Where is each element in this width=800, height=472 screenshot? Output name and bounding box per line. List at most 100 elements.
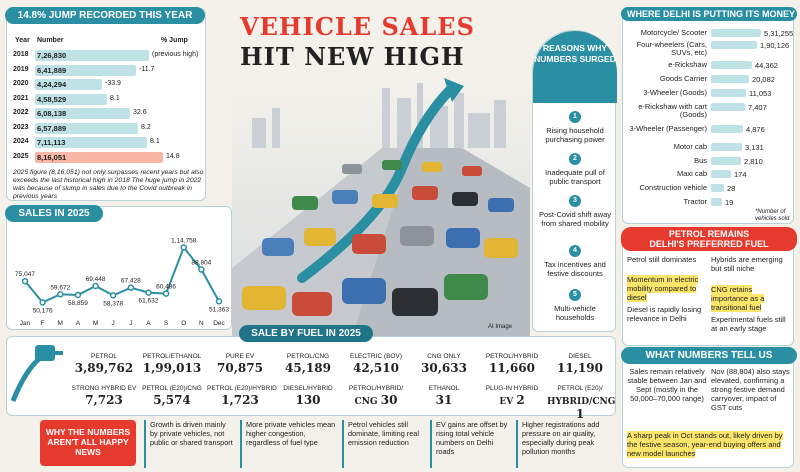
fuel-label: PLUG-IN HYBRID bbox=[485, 385, 539, 392]
reason-number: 1 bbox=[569, 111, 581, 123]
fuel-label: PETROL (E20)/ bbox=[557, 385, 603, 392]
fuel-value: 130 bbox=[295, 393, 321, 407]
sales-value-label: 67,428 bbox=[121, 278, 141, 285]
fuel-label: STRONG HYBRID EV bbox=[71, 385, 137, 392]
petrol-point: Hybrids are emerging but still niche bbox=[711, 255, 783, 273]
number-column-header: Number bbox=[37, 37, 64, 44]
fuel-cell: PETROL 3,89,762 bbox=[71, 353, 137, 375]
sales-series-line bbox=[24, 245, 220, 304]
petrol-point: Diesel is rapidly losing relevance in De… bbox=[627, 305, 702, 323]
vehicle-type-label: 3-Wheeler (Passenger) bbox=[629, 124, 707, 133]
vehicle-type-value: 7,407 bbox=[748, 103, 767, 112]
growth-arrow-head bbox=[444, 78, 464, 102]
vehicle-type-label: Tractor bbox=[683, 197, 707, 206]
fuel-cell: PLUG-IN HYBRID EV 2 bbox=[479, 385, 545, 407]
fuel-cell: DIESEL 11,190 bbox=[547, 353, 613, 375]
traffic-illustration bbox=[232, 78, 530, 336]
month-tick-label: N bbox=[199, 320, 204, 327]
vehicle-type-label: Motorcycle/ Scooter bbox=[640, 28, 707, 37]
vehicle-type-bar bbox=[711, 198, 722, 206]
fuel-cell: PETROL (E20)/ HYBRID/CNG 1 bbox=[547, 385, 616, 421]
vehicle-type-bar bbox=[711, 170, 731, 178]
reason-number: 5 bbox=[569, 289, 581, 301]
petrol-panel: PETROL REMAINS DELHI'S PREFERRED FUEL Pe… bbox=[621, 227, 797, 346]
year-bar bbox=[35, 79, 102, 90]
reason-text: Post-Covid shift away from shared mobili… bbox=[538, 210, 612, 228]
fuel-cell: PETROL/HYBRID 11,660 bbox=[479, 353, 545, 375]
sales-value-label: 61,632 bbox=[139, 298, 159, 305]
sales-point bbox=[145, 289, 152, 296]
sales-point bbox=[180, 244, 187, 251]
year-jump: 14.8 bbox=[166, 152, 180, 160]
vehicle-type-value: 28 bbox=[727, 184, 736, 193]
growth-arrow bbox=[297, 83, 457, 283]
fuel-label: PETROL/CNG bbox=[286, 353, 330, 360]
reason-text: Multi-vehicle households bbox=[554, 304, 596, 322]
year-row: 2020 4,24,294 -33.9 bbox=[13, 78, 203, 91]
vehicle-type-bar bbox=[711, 75, 749, 83]
year-jump: -11.7 bbox=[139, 65, 155, 73]
vehicle-type-bar bbox=[711, 29, 761, 37]
reasons-panel: REASONS WHY NUMBERS SURGED 1 Rising hous… bbox=[532, 30, 617, 332]
fuel-header: SALE BY FUEL IN 2025 bbox=[239, 325, 373, 342]
vehicle-type-value: 4,876 bbox=[746, 125, 765, 134]
fuel-nozzle-icon bbox=[10, 345, 63, 402]
sales-point bbox=[21, 277, 29, 285]
year-jump: (previous high) bbox=[152, 51, 199, 58]
yearly-jump-header: 14.8% JUMP RECORDED THIS YEAR bbox=[5, 7, 205, 24]
money-panel: WHERE DELHI IS PUTTING ITS MONEY Motorcy… bbox=[621, 7, 797, 224]
fuel-value: EV 2 bbox=[499, 393, 525, 407]
fuel-label: PETROL (E20)/HYBRID bbox=[207, 385, 277, 392]
vehicle-type-label: Bus bbox=[694, 156, 707, 165]
tell-bottom: A sharp peak in Oct stands out, likely d… bbox=[627, 431, 791, 458]
fuel-cell: PETROL/HYBRID/CNG 30 bbox=[343, 385, 409, 407]
month-tick-label: A bbox=[76, 320, 81, 327]
money-header: WHERE DELHI IS PUTTING ITS MONEY bbox=[621, 7, 797, 21]
petrol-header: PETROL REMAINS DELHI'S PREFERRED FUEL bbox=[621, 227, 797, 251]
petrol-highlight-text: Momentum in electric mobility compared t… bbox=[627, 275, 699, 302]
year-bar bbox=[35, 151, 163, 163]
fuel-label: PETROL/HYBRID/ bbox=[348, 385, 404, 392]
vehicle-type-label: Four-wheelers (Cars, SUVs, etc) bbox=[636, 40, 707, 57]
fuel-sublabel: CNG bbox=[354, 397, 381, 407]
petrol-point: Petrol still dominates bbox=[627, 255, 697, 264]
sales-point bbox=[39, 299, 46, 306]
year-label: 2021 bbox=[13, 94, 29, 102]
year-number: 6,41,889 bbox=[37, 65, 67, 75]
year-label: 2019 bbox=[13, 65, 29, 73]
vehicle-type-value: 174 bbox=[734, 170, 747, 179]
fuel-label: ETHANOL bbox=[428, 385, 460, 392]
month-tick-label: J bbox=[112, 320, 115, 327]
year-row: 2021 4,58,529 8.1 bbox=[13, 93, 203, 106]
sales-value-label: 50,176 bbox=[33, 307, 53, 314]
yearly-note: 2025 figure (8,16,051) not only surpasse… bbox=[13, 169, 204, 200]
sales-point bbox=[92, 282, 99, 290]
sales-point bbox=[74, 291, 82, 299]
fuel-label: CNG ONLY bbox=[427, 353, 461, 360]
cars-group bbox=[242, 160, 518, 316]
year-bar bbox=[35, 64, 136, 76]
sales-value-label: 59,672 bbox=[50, 284, 70, 291]
sales-point bbox=[215, 298, 223, 305]
year-number: 6,57,889 bbox=[37, 123, 67, 133]
vehicle-type-label: Construction vehicle bbox=[639, 183, 707, 192]
reason-number: 3 bbox=[569, 195, 581, 207]
sales-value-label: 1,14,758 bbox=[171, 237, 197, 244]
vehicle-type-value: 5,31,255 bbox=[764, 29, 794, 38]
year-row: 2018 7,26,830 (previous high) bbox=[13, 49, 203, 62]
tell-panel: WHAT NUMBERS TELL US Sales remain relati… bbox=[621, 347, 797, 468]
year-number: 4,24,294 bbox=[37, 80, 67, 89]
year-label: 2022 bbox=[13, 109, 29, 116]
vehicle-type-label: 3-Wheeler (Goods) bbox=[643, 88, 707, 97]
fuel-value: HYBRID/CNG 1 bbox=[547, 397, 616, 421]
sales-2025-panel: SALES IN 2025 75,047 Jan 50,176 F 59,672 M 58,… bbox=[5, 205, 232, 330]
petrol-point-highlight: CNG retains importance as a transitional… bbox=[711, 285, 791, 312]
sales-point bbox=[109, 292, 117, 299]
fuel-label: PURE EV bbox=[225, 353, 255, 360]
fuel-cell: PETROL (E20)/CNG 5,574 bbox=[139, 385, 205, 407]
reason-text: Inadequate pull of public transport bbox=[545, 168, 605, 186]
reason-number: 2 bbox=[569, 153, 581, 165]
year-number: 4,58,529 bbox=[37, 94, 67, 104]
year-number: 6,08,138 bbox=[37, 109, 67, 118]
fuel-cell: ETHANOL 31 bbox=[411, 385, 477, 407]
